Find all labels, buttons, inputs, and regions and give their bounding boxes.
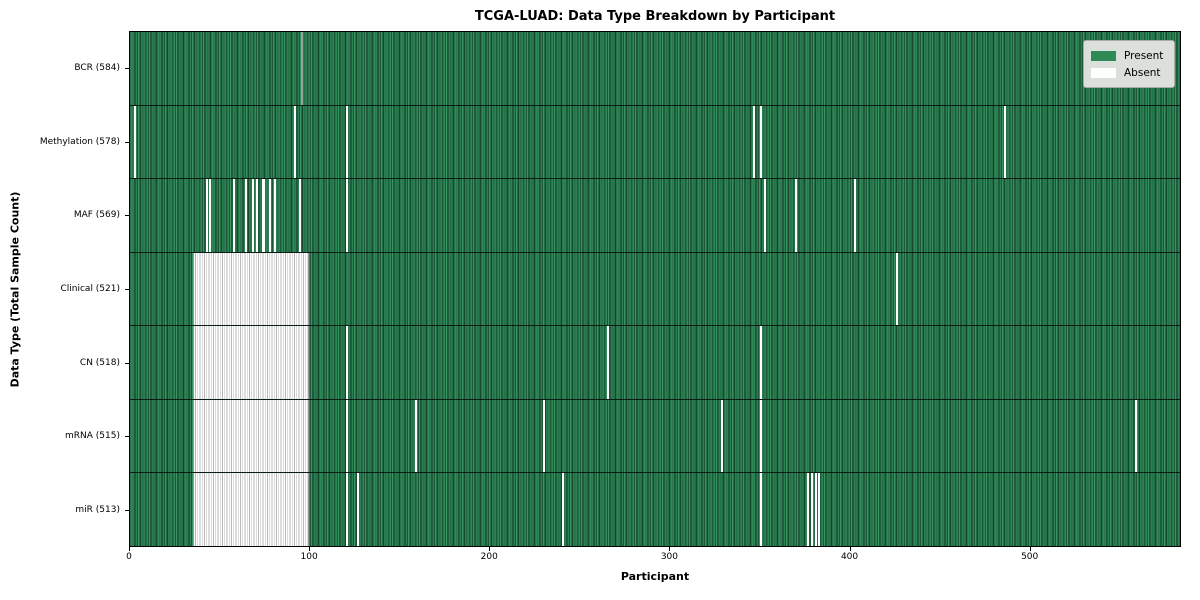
y-tick-label-maf: MAF (569)	[73, 210, 120, 221]
absent-stripe	[1135, 399, 1138, 473]
heatmap-row-maf	[130, 179, 1180, 253]
absent-stripe	[753, 105, 756, 179]
present-swatch	[1091, 50, 1116, 61]
heatmap-row-mrna	[130, 399, 1180, 474]
y-tick-label-mir: miR (513)	[75, 505, 120, 516]
absent-stripe	[245, 179, 248, 252]
y-tick-label-bcr: BCR (584)	[74, 62, 120, 73]
y-tick-mark	[125, 215, 129, 217]
y-tick-mark	[125, 436, 129, 438]
absent-stripe	[274, 179, 277, 252]
plot-area: Present Absent	[129, 31, 1181, 547]
absent-stripe	[346, 105, 349, 179]
x-tick-label-300: 300	[660, 552, 678, 562]
absent-stripe	[299, 179, 302, 252]
y-tick-mark	[125, 289, 129, 290]
x-tick-mark	[1029, 547, 1031, 551]
y-tick-mark	[125, 141, 129, 143]
absent-stripe	[807, 473, 810, 547]
y-tick-mark	[125, 510, 129, 512]
x-tick-label-0: 0	[126, 552, 132, 562]
gray-stripe	[301, 32, 304, 105]
absent-stripe	[854, 179, 857, 252]
absent-stripe	[814, 473, 817, 547]
absent-block	[193, 473, 309, 547]
absent-stripe	[720, 399, 723, 473]
heatmap-row-cn	[130, 326, 1180, 400]
heatmap-row-clinical	[130, 252, 1180, 327]
absent-stripe	[1003, 105, 1006, 179]
absent-stripe	[356, 473, 359, 547]
absent-stripe	[256, 179, 259, 252]
legend-label-absent: Absent	[1124, 66, 1161, 79]
x-tick-label-400: 400	[840, 552, 859, 562]
x-tick-mark	[309, 547, 311, 551]
x-tick-label-200: 200	[480, 552, 498, 562]
chart-title: TCGA-LUAD: Data Type Breakdown by Partic…	[474, 9, 836, 24]
absent-stripe	[268, 179, 271, 252]
absent-stripe	[818, 473, 821, 547]
y-tick-label-clinical: Clinical (521)	[60, 284, 120, 294]
x-tick-mark	[669, 547, 671, 551]
absent-stripe	[810, 473, 813, 547]
heatmap-rows	[130, 32, 1180, 547]
absent-swatch	[1091, 67, 1116, 78]
absent-block	[193, 252, 309, 326]
absent-stripe	[346, 473, 349, 547]
absent-stripe	[205, 179, 208, 252]
absent-stripe	[760, 473, 763, 547]
absent-stripe	[252, 179, 255, 252]
y-tick-label-methylation: Methylation (578)	[39, 136, 120, 147]
heatmap-row-bcr	[130, 32, 1180, 106]
x-tick-label-100: 100	[300, 552, 318, 562]
absent-stripe	[607, 326, 610, 399]
absent-block	[193, 399, 309, 473]
x-tick-mark	[849, 547, 851, 551]
x-tick-label-500: 500	[1021, 552, 1039, 562]
absent-stripe	[562, 473, 565, 547]
absent-stripe	[414, 399, 417, 473]
legend-label-present: Present	[1124, 49, 1164, 62]
x-tick-mark	[489, 547, 491, 551]
absent-stripe	[794, 179, 797, 252]
x-tick-mark	[129, 547, 130, 551]
absent-stripe	[209, 179, 212, 252]
absent-stripe	[346, 399, 349, 473]
absent-stripe	[263, 179, 266, 252]
absent-stripe	[760, 326, 763, 399]
legend-item-present: Present	[1091, 47, 1166, 64]
absent-stripe	[261, 179, 264, 252]
absent-stripe	[133, 105, 136, 179]
absent-stripe	[293, 105, 296, 179]
y-tick-label-cn: CN (518)	[79, 357, 120, 368]
absent-stripe	[346, 326, 349, 399]
absent-stripe	[760, 399, 763, 473]
legend-item-absent: Absent	[1091, 64, 1166, 81]
absent-stripe	[346, 179, 349, 252]
heatmap-row-methylation	[130, 105, 1180, 180]
y-tick-mark	[125, 362, 129, 364]
y-tick-mark	[125, 67, 129, 69]
x-axis-label: Participant	[620, 570, 690, 583]
y-tick-label-mrna: mRNA (515)	[65, 431, 120, 442]
legend: Present Absent	[1083, 40, 1175, 88]
absent-stripe	[760, 105, 763, 179]
absent-block	[193, 326, 309, 399]
absent-stripe	[542, 399, 545, 473]
heatmap-row-mir	[130, 473, 1180, 547]
absent-stripe	[895, 252, 898, 326]
absent-stripe	[232, 179, 235, 252]
absent-stripe	[764, 179, 767, 252]
